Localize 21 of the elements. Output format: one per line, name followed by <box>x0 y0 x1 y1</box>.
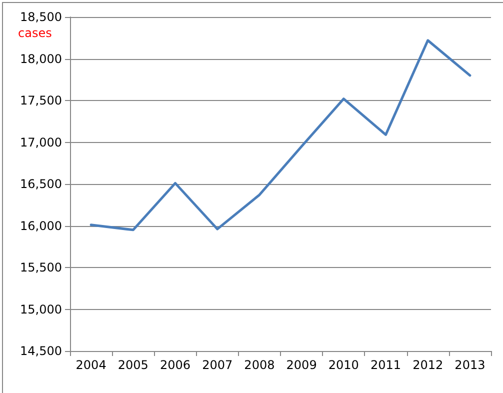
y-tick-label: 17,000 <box>20 135 62 150</box>
x-tick-label: 2007 <box>202 358 233 372</box>
x-tick-label: 2004 <box>76 358 106 372</box>
x-tick-label: 2010 <box>328 358 359 372</box>
x-tick-label: 2006 <box>160 358 191 372</box>
y-axis-title: cases <box>18 26 52 40</box>
x-tick-label: 2011 <box>370 358 402 372</box>
y-tick-label: 16,000 <box>20 218 62 233</box>
y-tick-label: 15,500 <box>20 260 62 274</box>
x-tick-label: 2013 <box>454 358 486 372</box>
x-tick-label: 2005 <box>118 358 148 372</box>
y-tick-label: 15,000 <box>20 302 62 316</box>
line-series <box>90 39 472 232</box>
x-tick-label: 2008 <box>244 358 275 372</box>
y-tick-label: 16,500 <box>20 177 62 191</box>
y-tick-label: 17,500 <box>20 94 62 108</box>
y-tick-label: 14,500 <box>20 344 62 358</box>
y-tick-label: 18,000 <box>20 52 62 66</box>
x-tick-label: 2012 <box>412 358 444 372</box>
y-tick-label: 18,500 <box>20 10 62 24</box>
x-tick-label: 2009 <box>286 358 317 372</box>
